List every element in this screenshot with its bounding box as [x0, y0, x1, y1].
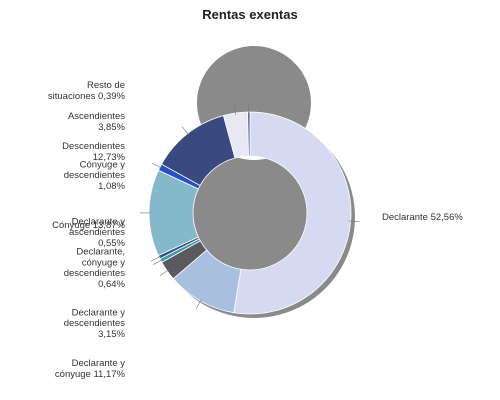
slice-label-resto-de-situaciones: Resto de situaciones 0,39% [48, 80, 126, 102]
slice-label-conyuge: Cónyuge 13,87% [52, 220, 125, 231]
leader-line-declarante [348, 220, 360, 223]
leader-line-conyuge-y-descendientes [151, 162, 162, 169]
slice-resto-de-situaciones [247, 111, 251, 157]
leader-line-ascendientes [233, 104, 236, 116]
slice-declarante [233, 111, 352, 315]
leader-line-descendientes [181, 126, 190, 136]
donut-slices [148, 111, 352, 315]
chart-title: Rentas exentas [202, 7, 297, 22]
leader-line-declarante-y-conyuge [195, 299, 202, 310]
leader-line-declarante-y-descendientes [159, 269, 169, 277]
slice-labels: Declarante 52,56% Declarante y cónyuge 11,… [48, 80, 463, 380]
slice-label-declarante-conyuge-y-descendientes: Declarante, cónyuge y descendientes 0,64% [64, 247, 126, 290]
slice-label-descendientes: Descendientes 12,73% [62, 141, 125, 163]
slice-label-declarante-y-ascendientes: Declarante y ascendientes 0,55% [69, 216, 126, 249]
slice-label-declarante-y-conyuge: Declarante y cónyuge 11,17% [55, 358, 126, 380]
leader-line-declarante-y-ascendientes [150, 255, 162, 262]
slice-label-declarante-y-descendientes: Declarante y descendientes 3,15% [64, 307, 126, 340]
slice-label-conyuge-y-descendientes: Cónyuge y descendientes 1,08% [64, 159, 126, 192]
slice-label-declarante: Declarante 52,56% [382, 212, 463, 223]
leader-line-declarante-conyuge-y-descendientes [152, 259, 163, 266]
slice-label-ascendientes: Ascendientes 3,85% [68, 111, 126, 133]
